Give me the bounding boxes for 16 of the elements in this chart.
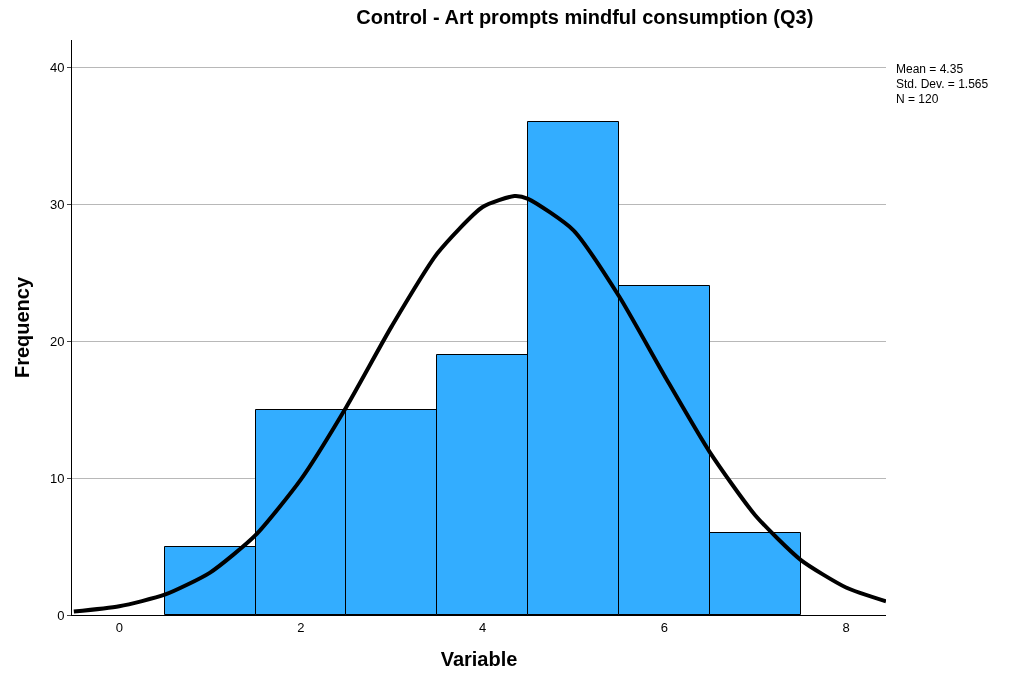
y-axis-title: Frequency — [11, 276, 34, 379]
x-tick-label: 2 — [297, 619, 305, 635]
x-tick-label: 4 — [479, 619, 487, 635]
text: Mean = 4.35 — [896, 62, 964, 76]
chart-title: Control - Art prompts mindful consumption (Q3) — [356, 6, 814, 29]
x-tick-label: 0 — [115, 619, 123, 635]
text: N = 120 — [896, 92, 939, 106]
y-tick-label: 20 — [49, 333, 65, 349]
y-tick-label: 10 — [49, 470, 65, 486]
x-tick-label: 6 — [660, 619, 668, 635]
y-tick-label: 40 — [49, 59, 65, 75]
y-tick-label: 30 — [49, 196, 65, 212]
y-tick-label: 0 — [57, 607, 65, 623]
x-tick-label: 8 — [842, 619, 850, 635]
text: Std. Dev. = 1.565 — [896, 77, 989, 91]
x-axis-title: Variable — [440, 648, 518, 671]
